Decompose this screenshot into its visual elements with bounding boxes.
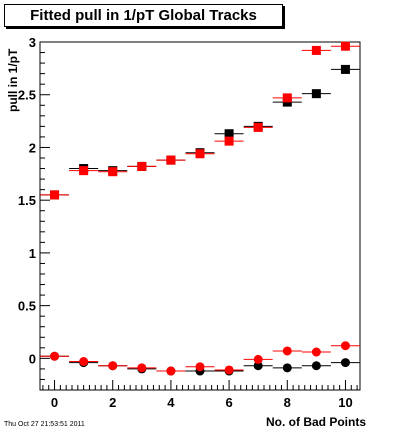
data-point-marker	[311, 361, 321, 371]
data-point-marker	[340, 341, 350, 351]
data-point-marker	[50, 190, 60, 200]
data-point-marker	[340, 358, 350, 368]
timestamp: Thu Oct 27 21:53:51 2011	[4, 421, 85, 428]
data-point-marker	[137, 363, 147, 373]
data-point-marker	[253, 122, 263, 132]
x-tick-label: 4	[167, 395, 175, 410]
data-point-marker	[340, 64, 350, 74]
data-point-marker	[224, 365, 234, 375]
data-point-marker	[108, 167, 118, 177]
data-point-marker	[79, 357, 89, 367]
data-point-marker	[195, 149, 205, 159]
data-point-marker	[311, 89, 321, 99]
y-tick-label: 2.5	[18, 88, 36, 103]
data-point-marker	[50, 351, 60, 361]
x-tick-label: 0	[51, 395, 58, 410]
data-point-marker	[253, 354, 263, 364]
y-tick-label: 0.5	[18, 299, 36, 314]
x-tick-label: 6	[225, 395, 232, 410]
data-point-marker	[79, 166, 89, 176]
data-point-marker	[166, 155, 176, 165]
y-tick-label: 0	[29, 351, 36, 366]
data-point-marker	[311, 45, 321, 55]
y-tick-label: 1	[29, 246, 36, 261]
x-tick-label: 8	[284, 395, 291, 410]
data-point-marker	[224, 129, 234, 139]
data-point-marker	[108, 361, 118, 371]
data-point-marker	[340, 41, 350, 51]
data-point-marker	[253, 361, 263, 371]
y-axis-label: pull in 1/pT	[6, 48, 20, 112]
data-point-marker	[195, 362, 205, 372]
data-point-marker	[282, 363, 292, 373]
x-tick-label: 2	[109, 395, 116, 410]
data-point-marker	[224, 136, 234, 146]
y-tick-label: 1.5	[18, 193, 36, 208]
data-point-marker	[166, 366, 176, 376]
chart-title: Fitted pull in 1/pT Global Tracks	[30, 7, 257, 24]
data-point-marker	[137, 161, 147, 171]
x-axis-label: No. of Bad Points	[266, 415, 366, 429]
data-point-marker	[311, 347, 321, 357]
x-tick-label: 10	[338, 395, 352, 410]
y-tick-label: 3	[29, 35, 36, 50]
data-point-marker	[282, 93, 292, 103]
data-point-marker	[282, 346, 292, 356]
y-tick-label: 2	[29, 140, 36, 155]
chart-title-box: Fitted pull in 1/pT Global Tracks	[4, 4, 283, 27]
